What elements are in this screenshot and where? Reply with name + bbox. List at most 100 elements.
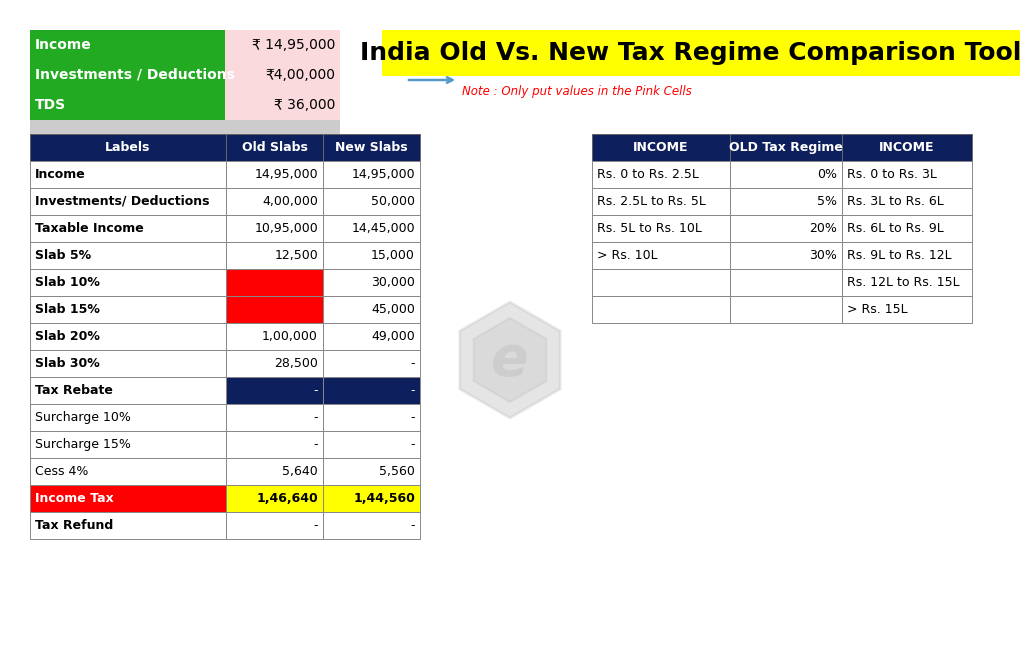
Text: -: - — [313, 519, 318, 532]
Bar — [323, 323, 420, 350]
Bar — [226, 296, 323, 323]
Bar — [30, 431, 226, 458]
Bar — [323, 269, 420, 296]
Bar — [30, 404, 226, 431]
Text: Rs. 2.5L to Rs. 5L: Rs. 2.5L to Rs. 5L — [597, 195, 706, 208]
Bar — [730, 215, 842, 242]
Text: Old Slabs: Old Slabs — [242, 141, 307, 154]
Bar — [592, 242, 730, 269]
Text: Taxable Income: Taxable Income — [35, 222, 143, 235]
Bar — [323, 458, 420, 485]
Text: -: - — [411, 519, 415, 532]
Text: Income: Income — [35, 168, 86, 181]
Text: 45,000: 45,000 — [371, 303, 415, 316]
Text: Slab 10%: Slab 10% — [35, 276, 100, 289]
Bar — [592, 215, 730, 242]
Text: Rs. 5L to Rs. 10L: Rs. 5L to Rs. 10L — [597, 222, 701, 235]
Bar — [226, 431, 323, 458]
Text: Investments/ Deductions: Investments/ Deductions — [35, 195, 210, 208]
Text: -: - — [411, 411, 415, 424]
Bar — [30, 120, 340, 134]
Bar — [226, 215, 323, 242]
Text: ₹ 14,95,000: ₹ 14,95,000 — [252, 38, 335, 52]
Bar — [30, 512, 226, 539]
Bar — [842, 242, 972, 269]
Bar — [323, 161, 420, 188]
Bar — [730, 242, 842, 269]
Text: Slab 15%: Slab 15% — [35, 303, 100, 316]
Text: Surcharge 10%: Surcharge 10% — [35, 411, 131, 424]
Bar — [323, 512, 420, 539]
Bar — [323, 377, 420, 404]
Text: 20%: 20% — [809, 222, 837, 235]
Bar — [323, 215, 420, 242]
Text: 14,95,000: 14,95,000 — [351, 168, 415, 181]
Bar — [225, 30, 340, 60]
Text: 0%: 0% — [817, 168, 837, 181]
Text: Slab 5%: Slab 5% — [35, 249, 91, 262]
Bar — [323, 485, 420, 512]
Text: Rs. 3L to Rs. 6L: Rs. 3L to Rs. 6L — [847, 195, 944, 208]
Bar — [226, 134, 323, 161]
Text: 1,00,000: 1,00,000 — [262, 330, 318, 343]
Text: OLD Tax Regime: OLD Tax Regime — [729, 141, 843, 154]
Bar — [592, 296, 730, 323]
Bar — [226, 242, 323, 269]
Bar — [226, 323, 323, 350]
Bar — [730, 269, 842, 296]
Text: 5%: 5% — [817, 195, 837, 208]
Polygon shape — [474, 318, 547, 402]
Text: > Rs. 15L: > Rs. 15L — [847, 303, 907, 316]
Text: TDS: TDS — [35, 98, 67, 112]
Polygon shape — [460, 302, 560, 418]
Bar — [30, 323, 226, 350]
Text: e: e — [492, 333, 528, 387]
Bar — [842, 215, 972, 242]
Text: Cess 4%: Cess 4% — [35, 465, 88, 478]
Bar — [842, 188, 972, 215]
Text: Rs. 12L to Rs. 15L: Rs. 12L to Rs. 15L — [847, 276, 959, 289]
Bar — [592, 188, 730, 215]
Text: Tax Rebate: Tax Rebate — [35, 384, 113, 397]
Bar — [225, 90, 340, 120]
Text: INCOME: INCOME — [633, 141, 689, 154]
Text: INCOME: INCOME — [880, 141, 935, 154]
Text: 1,44,560: 1,44,560 — [353, 492, 415, 505]
Text: Slab 20%: Slab 20% — [35, 330, 100, 343]
Bar — [226, 377, 323, 404]
Bar — [730, 188, 842, 215]
Text: 28,500: 28,500 — [274, 357, 318, 370]
Text: 12,500: 12,500 — [274, 249, 318, 262]
Bar — [323, 134, 420, 161]
Bar — [382, 30, 1020, 76]
Text: 14,45,000: 14,45,000 — [351, 222, 415, 235]
Bar — [226, 161, 323, 188]
Text: -: - — [411, 357, 415, 370]
Bar — [592, 269, 730, 296]
Bar — [30, 485, 226, 512]
Text: India Old Vs. New Tax Regime Comparison Tool (: India Old Vs. New Tax Regime Comparison … — [360, 41, 1024, 65]
Bar — [226, 458, 323, 485]
Text: ₹ 36,000: ₹ 36,000 — [273, 98, 335, 112]
Text: 5,560: 5,560 — [379, 465, 415, 478]
Bar — [30, 269, 226, 296]
Bar — [226, 512, 323, 539]
Text: -: - — [313, 438, 318, 451]
Bar — [592, 134, 730, 161]
Text: 4,00,000: 4,00,000 — [262, 195, 318, 208]
Bar — [730, 134, 842, 161]
Bar — [30, 215, 226, 242]
Text: Note : Only put values in the Pink Cells: Note : Only put values in the Pink Cells — [462, 85, 692, 97]
Bar — [30, 296, 226, 323]
Bar — [842, 134, 972, 161]
Text: 49,000: 49,000 — [372, 330, 415, 343]
Bar — [226, 485, 323, 512]
Bar — [30, 350, 226, 377]
Bar — [30, 458, 226, 485]
Bar — [30, 377, 226, 404]
Text: Slab 30%: Slab 30% — [35, 357, 99, 370]
Text: Rs. 0 to Rs. 3L: Rs. 0 to Rs. 3L — [847, 168, 937, 181]
Bar — [842, 269, 972, 296]
Bar — [226, 269, 323, 296]
Text: Rs. 9L to Rs. 12L: Rs. 9L to Rs. 12L — [847, 249, 951, 262]
